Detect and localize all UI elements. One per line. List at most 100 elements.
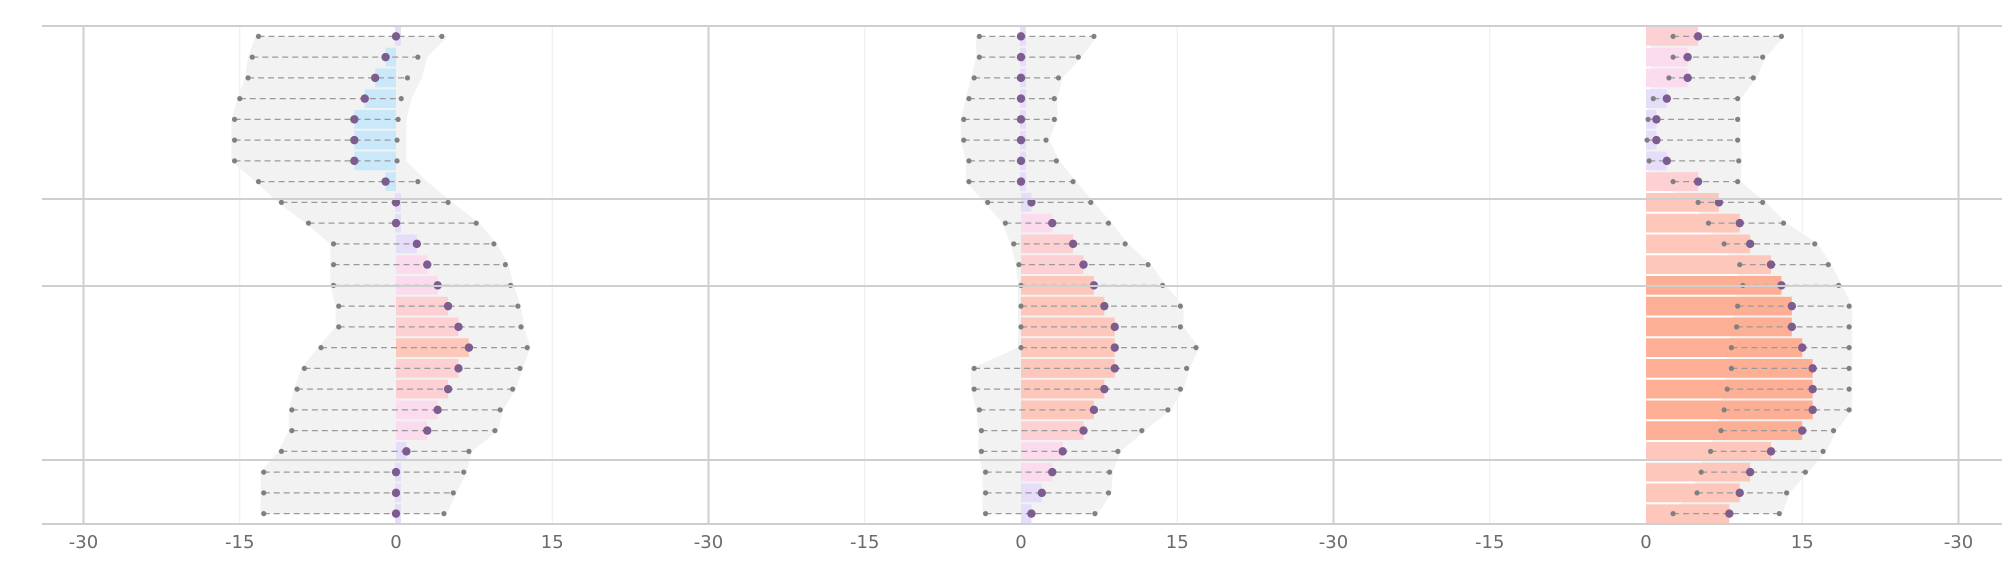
tick-label-p1--30: -30 — [69, 532, 98, 553]
point-p2-r22 — [1037, 488, 1047, 498]
whisker-max-p3-r8 — [1760, 199, 1766, 205]
whisker-max-p2-r1 — [1075, 54, 1081, 60]
bar-p1-r19 — [396, 421, 428, 440]
whisker-max-p3-r23 — [1776, 511, 1782, 517]
whisker-max-p3-r1 — [1760, 54, 1766, 60]
bar-p2-r8 — [1021, 193, 1032, 212]
whisker-max-p3-r22 — [1784, 490, 1790, 496]
whisker-min-p1-r15 — [318, 345, 324, 351]
whisker-min-p2-r4 — [961, 116, 967, 122]
whisker-max-p1-r1 — [415, 54, 421, 60]
whisker-max-p2-r18 — [1165, 407, 1171, 413]
whisker-min-p3-r22 — [1694, 490, 1700, 496]
whisker-min-p2-r3 — [966, 96, 972, 102]
whisker-min-p2-r13 — [1018, 303, 1024, 309]
whisker-max-p1-r2 — [404, 75, 411, 81]
bar-p2-r14 — [1021, 317, 1115, 337]
point-p3-r11 — [1766, 260, 1776, 269]
whisker-max-p2-r3 — [1051, 96, 1057, 102]
whisker-min-p2-r2 — [971, 75, 977, 81]
whisker-min-p1-r7 — [255, 179, 262, 185]
range-band-p2 — [960, 36, 1200, 514]
whisker-min-p2-r14 — [1018, 324, 1024, 330]
whisker-max-p1-r18 — [497, 407, 503, 413]
point-p1-r8 — [391, 198, 401, 207]
point-p3-r8 — [1714, 198, 1724, 207]
point-p1-r17 — [443, 384, 453, 394]
whisker-min-p3-r4 — [1645, 116, 1651, 122]
point-p3-r21 — [1745, 467, 1755, 477]
point-p3-r17 — [1808, 384, 1817, 394]
whisker-min-p3-r19 — [1718, 428, 1724, 434]
bar-p3-r15 — [1646, 338, 1803, 357]
point-p2-r8 — [1027, 198, 1036, 207]
whisker-max-p3-r10 — [1812, 241, 1818, 247]
point-p2-r23 — [1027, 509, 1036, 518]
whisker-min-p1-r17 — [294, 386, 300, 392]
whisker-min-p1-r8 — [278, 199, 285, 205]
point-p3-r14 — [1787, 322, 1797, 332]
point-p1-r18 — [433, 405, 442, 415]
whisker-min-p1-r11 — [330, 262, 337, 268]
whisker-min-p2-r16 — [971, 365, 977, 371]
whisker-max-p3-r2 — [1750, 75, 1756, 81]
tick-label-p1-15: 15 — [541, 532, 564, 553]
whisker-min-p1-r14 — [336, 324, 342, 330]
point-p1-r5 — [350, 135, 359, 145]
point-p2-r21 — [1048, 467, 1057, 477]
whisker-min-p3-r6 — [1646, 158, 1652, 164]
point-p3-r1 — [1683, 52, 1692, 62]
bar-p3-r14 — [1646, 317, 1792, 337]
whisker-min-p2-r0 — [976, 33, 982, 39]
bar-p1-r14 — [396, 317, 459, 337]
point-p2-r11 — [1079, 260, 1088, 269]
whisker-max-p3-r21 — [1802, 469, 1808, 475]
point-p1-r16 — [454, 364, 463, 373]
whisker-max-p1-r19 — [492, 428, 498, 434]
point-p3-r2 — [1683, 73, 1692, 83]
whisker-max-p3-r14 — [1846, 324, 1852, 330]
bar-p3-r21 — [1646, 462, 1751, 482]
whisker-max-p1-r8 — [445, 199, 451, 205]
whisker-max-p3-r0 — [1778, 33, 1785, 39]
whisker-max-p3-r17 — [1846, 386, 1852, 392]
whisker-min-p2-r19 — [978, 428, 985, 434]
tick-label-p2-15: 15 — [1166, 532, 1189, 553]
whisker-max-p3-r13 — [1846, 303, 1852, 309]
point-p2-r14 — [1110, 322, 1119, 332]
whisker-min-p3-r15 — [1728, 345, 1735, 351]
point-p2-r16 — [1110, 364, 1119, 373]
point-p3-r13 — [1787, 301, 1797, 311]
bar-p1-r2 — [375, 68, 396, 88]
whisker-min-p3-r13 — [1735, 303, 1741, 309]
whisker-max-p1-r22 — [450, 490, 456, 496]
whisker-max-p2-r11 — [1145, 262, 1151, 268]
whisker-min-p3-r21 — [1698, 469, 1704, 475]
point-p1-r13 — [443, 301, 453, 311]
whisker-min-p3-r23 — [1670, 511, 1676, 517]
whisker-max-p2-r4 — [1051, 116, 1057, 122]
whisker-max-p1-r3 — [398, 96, 404, 102]
point-p2-r13 — [1100, 301, 1109, 311]
bar-p3-r11 — [1646, 255, 1771, 274]
whisker-max-p1-r13 — [515, 303, 521, 309]
whisker-min-p1-r0 — [255, 33, 262, 39]
point-p1-r10 — [412, 239, 422, 249]
whisker-min-p1-r21 — [261, 469, 267, 475]
whisker-max-p3-r7 — [1735, 179, 1741, 185]
whisker-max-p2-r2 — [1055, 75, 1062, 81]
whisker-max-p1-r14 — [518, 324, 524, 330]
point-layer — [231, 32, 1852, 518]
whisker-max-p2-r6 — [1053, 158, 1060, 164]
whisker-min-p1-r4 — [231, 116, 238, 122]
whisker-min-p2-r18 — [976, 407, 982, 413]
whisker-max-p1-r6 — [394, 158, 400, 164]
tick-label-p3-15: 15 — [1791, 532, 1814, 553]
whisker-min-p3-r7 — [1670, 179, 1676, 185]
whisker-max-p3-r6 — [1736, 158, 1742, 164]
whisker-min-p2-r20 — [978, 448, 985, 454]
point-p3-r18 — [1808, 405, 1817, 415]
point-p2-r0 — [1016, 32, 1026, 41]
whisker-min-p1-r3 — [237, 96, 243, 102]
